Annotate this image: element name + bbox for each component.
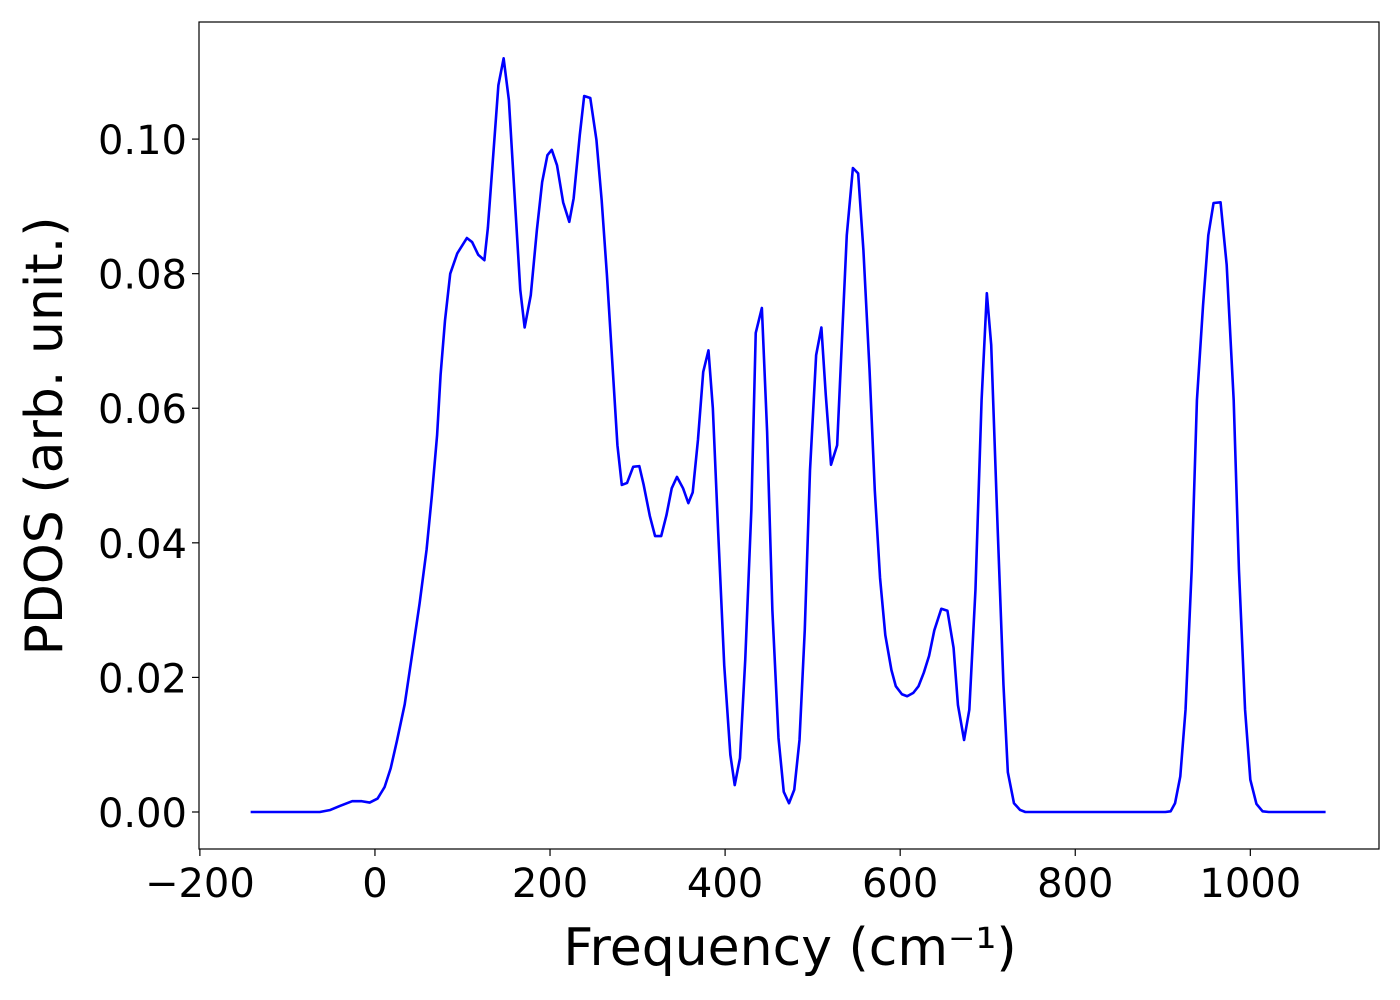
x-tick-label: 200: [512, 861, 588, 907]
x-tick-label: 1000: [1199, 861, 1301, 907]
plot-frame: [198, 21, 1380, 850]
y-tick-label: 0.10: [98, 118, 187, 164]
x-tick-label: 400: [687, 861, 763, 907]
y-tick-label: 0.08: [98, 253, 187, 299]
x-tick-label: 800: [1037, 861, 1113, 907]
y-tick-label: 0.04: [98, 522, 187, 568]
y-tick-label: 0.00: [98, 791, 187, 837]
x-tick-label: 0: [362, 861, 387, 907]
x-axis-label: Frequency (cm⁻¹): [563, 918, 1016, 978]
y-axis-label: PDOS (arb. unit.): [15, 216, 75, 655]
y-tick-label: 0.02: [98, 656, 187, 702]
line: [250, 57, 1326, 814]
x-tick-label: −200: [145, 861, 255, 907]
x-tick-label: 600: [862, 861, 938, 907]
y-tick-label: 0.06: [98, 387, 187, 433]
